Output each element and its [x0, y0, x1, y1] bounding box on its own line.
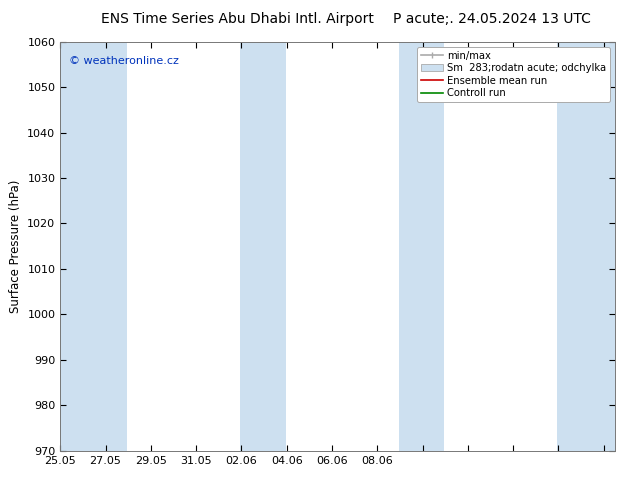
- Text: ENS Time Series Abu Dhabi Intl. Airport: ENS Time Series Abu Dhabi Intl. Airport: [101, 12, 374, 26]
- Bar: [83, 42, 127, 451]
- Legend: min/max, Sm  283;rodatn acute; odchylka, Ensemble mean run, Controll run: min/max, Sm 283;rodatn acute; odchylka, …: [417, 47, 610, 102]
- Y-axis label: Surface Pressure (hPa): Surface Pressure (hPa): [9, 179, 22, 313]
- Bar: [60, 42, 83, 451]
- Text: P acute;. 24.05.2024 13 UTC: P acute;. 24.05.2024 13 UTC: [393, 12, 591, 26]
- Bar: [240, 42, 285, 451]
- Bar: [399, 42, 444, 451]
- Text: © weatheronline.cz: © weatheronline.cz: [68, 56, 178, 66]
- Bar: [557, 42, 615, 451]
